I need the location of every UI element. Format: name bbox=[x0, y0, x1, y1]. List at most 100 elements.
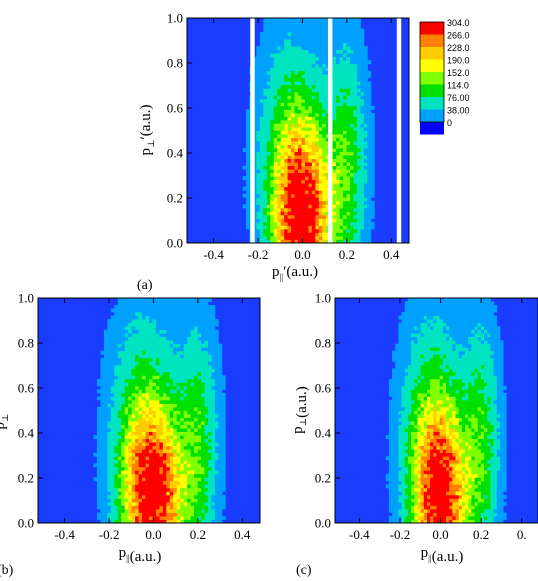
heatmap-cell bbox=[259, 109, 264, 114]
heatmap-cell bbox=[263, 155, 268, 160]
heatmap-cell bbox=[370, 193, 375, 198]
heatmap-cell bbox=[353, 148, 358, 152]
heatmap-cell bbox=[107, 399, 112, 404]
heatmap-cell bbox=[211, 449, 216, 454]
heatmap-cell bbox=[304, 204, 309, 209]
heatmap-cell bbox=[190, 477, 195, 482]
heatmap-cell bbox=[114, 466, 119, 471]
heatmap-cell bbox=[308, 77, 313, 82]
heatmap-cell bbox=[96, 445, 101, 450]
heatmap-cell bbox=[343, 63, 347, 68]
heatmap-cell bbox=[100, 505, 105, 510]
heatmap-cell bbox=[214, 375, 219, 380]
heatmap-cell bbox=[173, 406, 178, 411]
heatmap-cell bbox=[322, 105, 327, 110]
heatmap-cell bbox=[392, 385, 396, 390]
heatmap-cell bbox=[308, 155, 313, 160]
heatmap-cell bbox=[214, 459, 219, 464]
heatmap-cell bbox=[298, 207, 302, 212]
heatmap-cell bbox=[273, 46, 278, 51]
heatmap-cell bbox=[356, 95, 361, 100]
heatmap-cell bbox=[128, 385, 133, 390]
heatmap-cell bbox=[190, 329, 195, 334]
heatmap-cell bbox=[259, 158, 264, 163]
heatmap-cell bbox=[107, 463, 112, 468]
heatmap-cell bbox=[401, 357, 406, 362]
heatmap-cell bbox=[318, 176, 323, 181]
heatmap-cell bbox=[277, 42, 282, 47]
heatmap-cell bbox=[110, 308, 115, 313]
heatmap-cell bbox=[180, 343, 185, 348]
heatmap-cell bbox=[207, 322, 212, 327]
heatmap-cell bbox=[218, 364, 223, 369]
heatmap-cell bbox=[360, 46, 365, 51]
heatmap-cell bbox=[284, 221, 288, 226]
heatmap-cell bbox=[256, 179, 261, 184]
heatmap-cell bbox=[124, 312, 129, 316]
heatmap-cell bbox=[392, 512, 396, 517]
heatmap-cell bbox=[298, 193, 302, 198]
heatmap-cell bbox=[159, 414, 164, 418]
heatmap-cell bbox=[218, 484, 223, 489]
heatmap-cell bbox=[370, 169, 375, 174]
heatmap-cell bbox=[294, 81, 299, 86]
heatmap-cell bbox=[131, 406, 136, 411]
heatmap-cell bbox=[332, 193, 337, 198]
heatmap-cell bbox=[166, 477, 171, 482]
heatmap-cell bbox=[294, 193, 299, 198]
heatmap-cell bbox=[284, 158, 288, 163]
heatmap-cell bbox=[360, 119, 365, 124]
heatmap-cell bbox=[270, 116, 275, 121]
heatmap-cell bbox=[169, 459, 174, 464]
heatmap-cell bbox=[110, 333, 115, 338]
heatmap-cell bbox=[96, 378, 101, 383]
heatmap-cell bbox=[142, 375, 146, 380]
heatmap-cell bbox=[207, 466, 212, 471]
heatmap-cell bbox=[166, 298, 171, 302]
heatmap-cell bbox=[145, 385, 150, 390]
heatmap-cell bbox=[214, 371, 219, 376]
heatmap-cell bbox=[407, 456, 412, 461]
heatmap-cell bbox=[367, 221, 372, 226]
heatmap-cell bbox=[353, 165, 358, 170]
heatmap-cell bbox=[259, 235, 264, 240]
heatmap-cell bbox=[392, 480, 396, 485]
heatmap-cell bbox=[100, 487, 105, 492]
heatmap-cell bbox=[131, 515, 136, 520]
heatmap-cell bbox=[280, 186, 285, 191]
heatmap-cell bbox=[211, 403, 216, 408]
heatmap-cell bbox=[96, 515, 101, 520]
heatmap-cell bbox=[298, 179, 302, 184]
heatmap-cell bbox=[339, 63, 344, 68]
heatmap-cell bbox=[266, 81, 271, 86]
heatmap-cell bbox=[138, 305, 143, 309]
heatmap-cell bbox=[270, 186, 275, 191]
heatmap-cell bbox=[194, 368, 198, 373]
heatmap-cell bbox=[131, 442, 136, 447]
colorbar-swatch bbox=[420, 34, 444, 47]
heatmap-cell bbox=[367, 204, 372, 209]
heatmap-cell bbox=[336, 197, 341, 202]
heatmap-cell bbox=[385, 477, 390, 482]
heatmap-cell bbox=[322, 28, 327, 33]
heatmap-cell bbox=[135, 357, 139, 362]
heatmap-cell bbox=[311, 211, 316, 216]
heatmap-cell bbox=[270, 112, 275, 117]
heatmap-cell bbox=[353, 232, 358, 237]
heatmap-cell bbox=[142, 442, 146, 447]
heatmap-cell bbox=[103, 403, 108, 408]
heatmap-cell bbox=[404, 333, 409, 338]
heatmap-cell bbox=[356, 25, 361, 29]
heatmap-cell bbox=[395, 508, 399, 513]
heatmap-cell bbox=[252, 218, 257, 223]
heatmap-cell bbox=[100, 456, 105, 461]
heatmap-cell bbox=[291, 60, 295, 65]
heatmap-cell bbox=[142, 329, 146, 334]
heatmap-cell bbox=[135, 498, 139, 503]
heatmap-cell bbox=[218, 378, 223, 383]
heatmap-cell bbox=[166, 336, 171, 341]
heatmap-cell bbox=[214, 473, 219, 478]
heatmap-cell bbox=[221, 392, 226, 397]
heatmap-cell bbox=[322, 239, 327, 244]
heatmap-cell bbox=[273, 155, 278, 160]
